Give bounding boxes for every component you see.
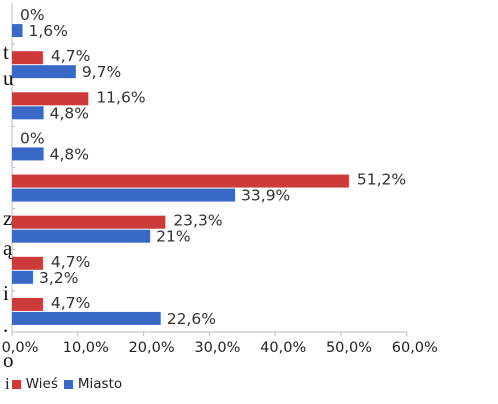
data-label-wies: 23,3% [173,212,222,230]
bar-wies [12,51,43,65]
data-label-wies: 4,7% [51,294,90,312]
data-label-miasto: 3,2% [39,269,78,287]
data-label-wies: 51,2% [357,171,406,189]
bar-wies [12,256,43,270]
x-tick-label: 40,0% [260,340,306,356]
data-label-wies: 0% [20,6,45,24]
legend-item-miasto: Miasto [63,376,123,392]
data-label-miasto: 4,8% [50,104,89,122]
bar-miasto [12,65,76,79]
bar-miasto [12,270,34,284]
x-tick-label: 0,0% [2,340,39,356]
category-label-fragment: ą [3,236,13,260]
category-label-fragment: i [3,281,9,305]
legend-label-wies: Wieś [25,376,58,392]
x-tick-label: 60,0% [392,340,438,356]
bar-wies [12,92,89,106]
x-tick-label: 50,0% [326,340,372,356]
data-label-miasto: 21% [156,228,190,246]
category-label-fragment: u [3,66,14,90]
legend-label-miasto: Miasto [77,376,123,392]
category-label-fragment: t [3,40,9,64]
bar-wies [12,215,166,229]
data-label-miasto: 1,6% [29,22,68,40]
bar-miasto [12,24,23,38]
bar-miasto [12,188,236,202]
category-label-fragment: o [3,348,14,372]
bar-miasto [12,229,151,243]
category-label-fragment: z [3,206,13,230]
bar-miasto [12,311,161,325]
legend-item-wies: Wieś [11,376,58,392]
bar-miasto [12,147,44,161]
bar-wies [12,297,43,311]
bar-wies [12,174,349,188]
data-label-miasto: 9,7% [82,63,121,81]
data-label-wies: 0% [20,129,45,147]
data-label-wies: 4,7% [51,47,90,65]
legend-swatch-miasto [63,379,73,389]
legend-prefix-fragment: i [5,374,10,393]
bar-miasto [12,106,44,120]
data-label-wies: 4,7% [51,253,90,271]
legend: i Wieś Miasto [5,374,128,394]
x-tick-label: 10,0% [63,340,109,356]
data-label-wies: 11,6% [96,88,145,106]
data-label-miasto: 22,6% [167,310,216,328]
legend-swatch-wies [11,379,21,389]
x-tick-label: 20,0% [129,340,175,356]
category-label-fragment: . [3,313,9,337]
data-label-miasto: 4,8% [50,145,89,163]
x-tick-label: 30,0% [194,340,240,356]
data-label-miasto: 33,9% [241,187,290,205]
